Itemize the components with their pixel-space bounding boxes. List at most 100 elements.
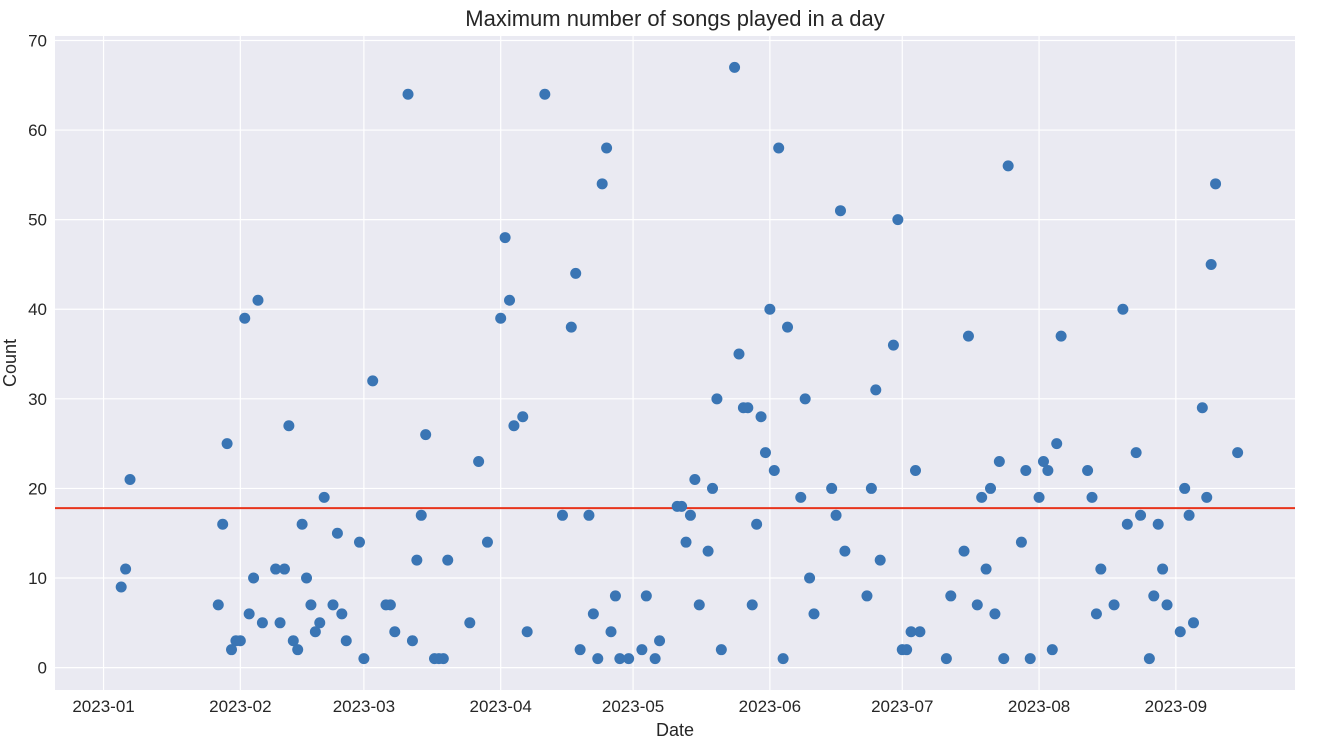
data-point [464, 617, 476, 629]
x-tick-label: 2023-06 [739, 697, 801, 716]
data-point [830, 509, 842, 521]
data-point [729, 61, 741, 73]
data-point [221, 438, 233, 450]
data-point [768, 465, 780, 477]
data-point [415, 509, 427, 521]
data-point [1161, 599, 1173, 611]
data-point [707, 482, 719, 494]
data-point [693, 599, 705, 611]
data-point [1196, 402, 1208, 414]
data-point [517, 411, 529, 423]
data-point [570, 267, 582, 279]
data-point [270, 563, 282, 575]
data-point [1082, 465, 1094, 477]
data-point [870, 384, 882, 396]
data-point [636, 644, 648, 656]
data-point [120, 563, 132, 575]
data-point [989, 608, 1001, 620]
data-point [1117, 303, 1129, 315]
data-point [808, 608, 820, 620]
data-point [1108, 599, 1120, 611]
data-point [406, 635, 418, 647]
data-point [305, 599, 317, 611]
data-point [1205, 258, 1217, 270]
data-point [905, 626, 917, 638]
data-point [583, 509, 595, 521]
y-tick-labels: 0 10 20 30 40 50 60 70 [28, 31, 47, 677]
data-point [495, 312, 507, 324]
data-point [914, 626, 926, 638]
data-point [243, 608, 255, 620]
data-point [609, 590, 621, 602]
data-point [1051, 438, 1063, 450]
data-point [733, 348, 745, 360]
data-point [971, 599, 983, 611]
data-point [782, 321, 794, 333]
y-tick-label: 50 [28, 211, 47, 230]
data-point [680, 536, 692, 548]
data-point [993, 456, 1005, 468]
data-point [481, 536, 493, 548]
data-point [1232, 447, 1244, 459]
data-point [256, 617, 268, 629]
data-point [301, 572, 313, 584]
data-point [826, 482, 838, 494]
data-point [909, 465, 921, 477]
y-tick-label: 60 [28, 121, 47, 140]
data-point [504, 294, 516, 306]
data-point [1046, 644, 1058, 656]
data-point [331, 527, 343, 539]
data-point [684, 509, 696, 521]
chart-title: Maximum number of songs played in a day [465, 6, 884, 31]
data-point [945, 590, 957, 602]
data-point [217, 518, 229, 530]
data-point [702, 545, 714, 557]
data-point [773, 142, 785, 154]
data-point [777, 653, 789, 665]
data-point [1033, 491, 1045, 503]
x-tick-label: 2023-07 [871, 697, 933, 716]
data-point [1121, 518, 1133, 530]
data-point [367, 375, 379, 387]
data-point [640, 590, 652, 602]
data-point [296, 518, 308, 530]
data-point [980, 563, 992, 575]
data-point [1210, 178, 1222, 190]
y-tick-label: 10 [28, 569, 47, 588]
data-point [874, 554, 886, 566]
data-point [1148, 590, 1160, 602]
x-tick-label: 2023-01 [72, 697, 134, 716]
data-point [1090, 608, 1102, 620]
data-point [420, 429, 432, 441]
data-point [596, 178, 608, 190]
data-point [834, 205, 846, 217]
data-point [887, 339, 899, 351]
data-point [861, 590, 873, 602]
x-tick-label: 2023-02 [209, 697, 271, 716]
data-point [865, 482, 877, 494]
x-gridlines [102, 36, 1177, 690]
data-point [124, 473, 136, 485]
data-point [742, 402, 754, 414]
data-point [556, 509, 568, 521]
data-point [292, 644, 304, 656]
data-point [1024, 653, 1036, 665]
x-tick-label: 2023-08 [1008, 697, 1070, 716]
data-point [314, 617, 326, 629]
data-point [252, 294, 264, 306]
data-point [799, 393, 811, 405]
data-point [1143, 653, 1155, 665]
y-tick-label: 30 [28, 390, 47, 409]
x-tick-label: 2023-09 [1145, 697, 1207, 716]
data-point [283, 420, 295, 432]
x-axis-label: Date [656, 720, 694, 740]
data-point [340, 635, 352, 647]
data-point [318, 491, 330, 503]
x-tick-label: 2023-04 [469, 697, 531, 716]
data-point [473, 456, 485, 468]
data-point [287, 635, 299, 647]
y-tick-label: 40 [28, 300, 47, 319]
data-point [1055, 330, 1067, 342]
data-point [1174, 626, 1186, 638]
